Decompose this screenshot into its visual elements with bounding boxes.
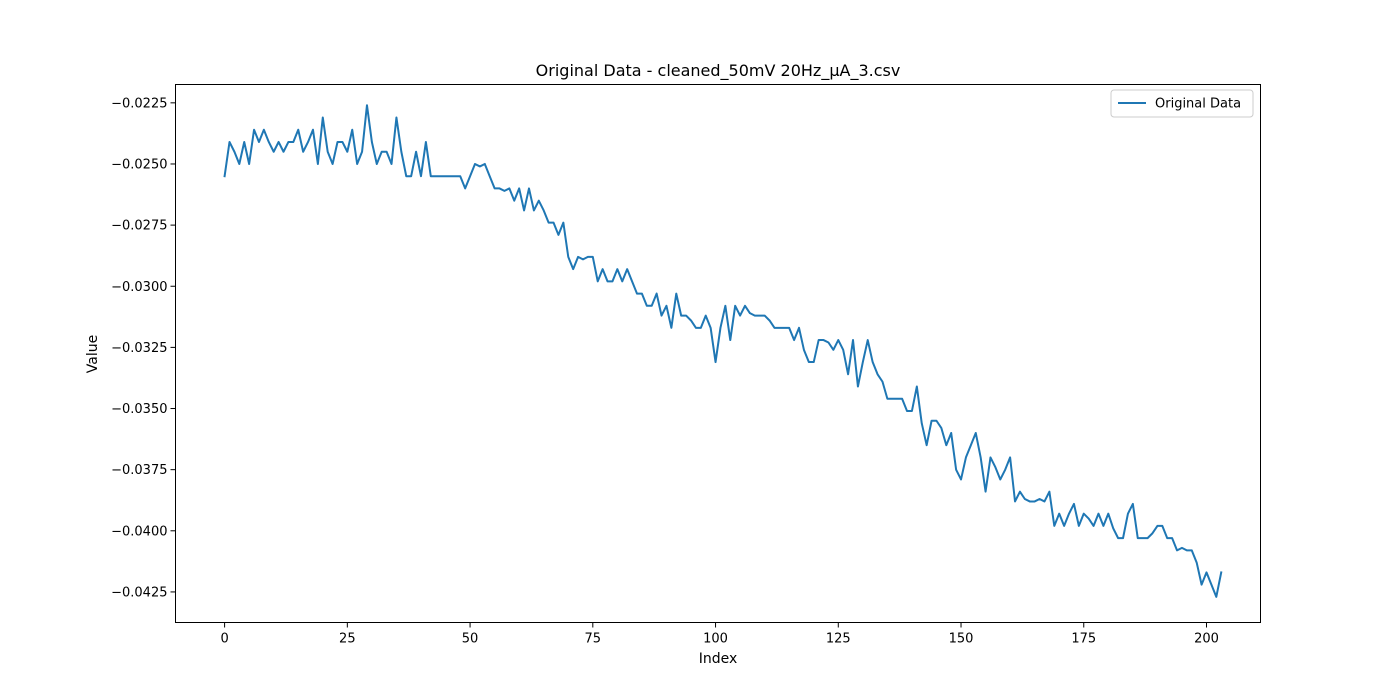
y-tick-label: −0.0375 (111, 463, 167, 478)
y-tick-label: −0.0300 (111, 280, 167, 295)
chart-title: Original Data - cleaned_50mV 20Hz_µA_3.c… (536, 61, 901, 81)
y-tick-label: −0.0250 (111, 157, 167, 172)
y-tick-label: −0.0350 (111, 402, 167, 417)
plot-content (223, 104, 1223, 598)
x-axis: 0 25 50 75 100 125 150 175 200 (220, 622, 1219, 647)
y-tick-label: −0.0400 (111, 524, 167, 539)
y-axis-title: Value (85, 335, 101, 373)
x-tick-label: 100 (703, 632, 728, 647)
x-tick-label: 0 (220, 632, 228, 647)
x-tick-label: 175 (1071, 632, 1096, 647)
y-axis: −0.0225 −0.0250 −0.0275 −0.0300 −0.0325 −0.03… (111, 96, 176, 600)
x-tick-label: 25 (339, 632, 356, 647)
y-tick-label: −0.0425 (111, 585, 167, 600)
plot-frame (175, 84, 1261, 623)
x-tick-label: 75 (585, 632, 602, 647)
x-axis-title: Index (699, 651, 738, 667)
x-tick-label: 125 (826, 632, 851, 647)
legend-label: Original Data (1155, 97, 1241, 112)
y-tick-label: −0.0275 (111, 219, 167, 234)
x-tick-label: 200 (1194, 632, 1219, 647)
y-tick-label: −0.0225 (111, 96, 167, 111)
x-tick-label: 50 (462, 632, 479, 647)
x-tick-label: 150 (949, 632, 974, 647)
y-tick-label: −0.0325 (111, 341, 167, 356)
series-line-0 (223, 104, 1223, 598)
legend-box (1110, 89, 1254, 118)
legend: Original Data (1110, 89, 1254, 118)
